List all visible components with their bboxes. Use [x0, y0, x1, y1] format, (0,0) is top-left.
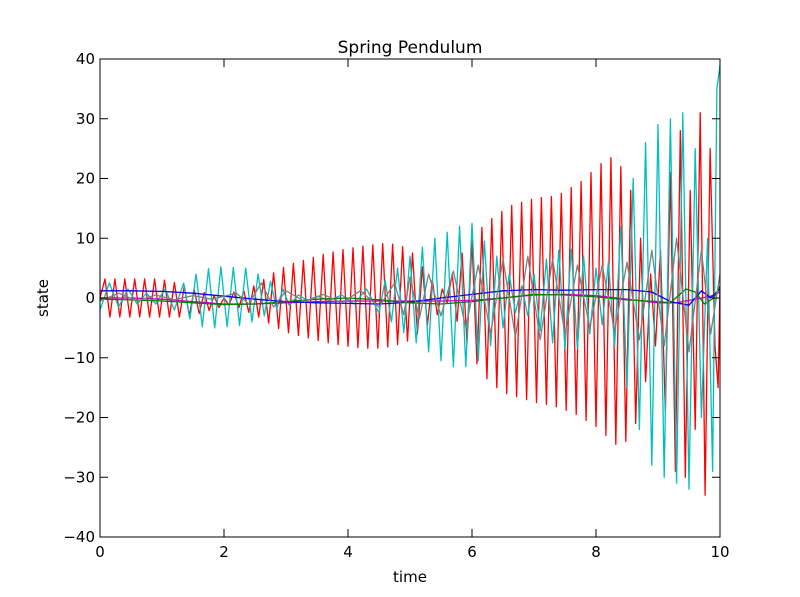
- y-tick-label: −40: [63, 528, 95, 546]
- series-line-5: [100, 237, 720, 353]
- x-tick-label: 8: [591, 543, 601, 561]
- series-line-1: [100, 64, 720, 490]
- series-layer: [100, 64, 720, 496]
- series-line-2: [100, 291, 720, 305]
- y-axis-label: state: [34, 279, 52, 317]
- x-tick-label: 2: [219, 543, 229, 561]
- y-tick-label: 10: [76, 229, 95, 247]
- chart-title: Spring Pendulum: [338, 38, 483, 58]
- y-tick-label: 40: [76, 50, 95, 68]
- y-tick-label: 30: [76, 110, 95, 128]
- x-axis-label: time: [393, 568, 427, 586]
- series-line-4: [100, 285, 720, 306]
- x-tick-label: 10: [710, 543, 729, 561]
- y-tick-label: −20: [63, 409, 95, 427]
- x-tick-label: 4: [343, 543, 353, 561]
- y-tick-label: −10: [63, 349, 95, 367]
- x-tick-label: 6: [467, 543, 477, 561]
- y-tick-label: 20: [76, 170, 95, 188]
- x-tick-label: 0: [95, 543, 105, 561]
- series-line-3: [100, 288, 720, 306]
- series-line-0: [100, 112, 720, 496]
- y-tick-label: −30: [63, 468, 95, 486]
- ticks-layer: 0 2 4 6 8 10 −40 −30 −20 −10 0 10 20 30 40: [63, 50, 729, 561]
- y-tick-label: 0: [85, 289, 95, 307]
